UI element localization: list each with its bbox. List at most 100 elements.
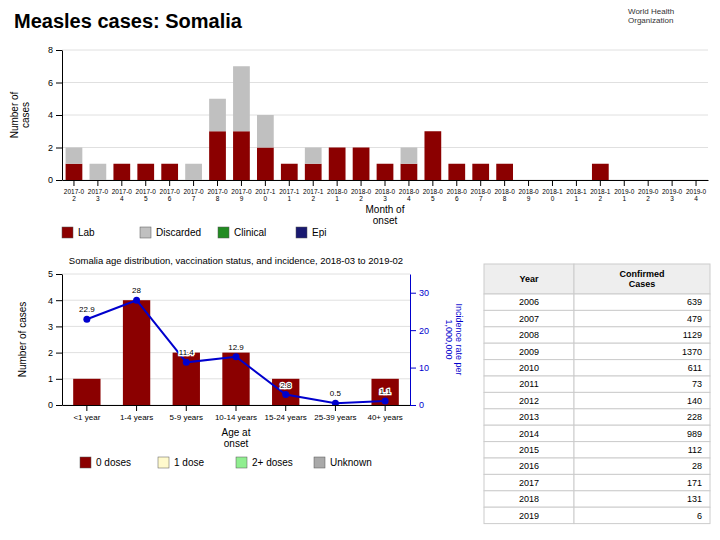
row-label: 2017 [519, 478, 539, 488]
tick-label: <1 year [73, 413, 100, 422]
data-label: 28 [132, 286, 141, 295]
text-line: 2019-0 [614, 188, 635, 195]
tick: 2018-12 [590, 180, 611, 202]
text-line: 2018-0 [495, 188, 516, 195]
text-line: 7 [479, 195, 483, 202]
grid-line [62, 147, 708, 148]
bar [688, 180, 705, 181]
legend-label: Discarded [156, 227, 201, 238]
y2-axis-title: Incidence rate per1,000,000 [444, 303, 464, 375]
text-line: 9 [240, 195, 244, 202]
tick-mark [145, 180, 146, 186]
bar [272, 378, 299, 379]
bar [424, 131, 441, 132]
tick: 2 [48, 143, 62, 153]
table-cell [574, 409, 710, 425]
bar [472, 163, 489, 164]
bar [371, 378, 398, 379]
tick-label: 2017-07 [183, 188, 204, 202]
tick: 2018-06 [447, 180, 468, 202]
grid-line [62, 326, 410, 327]
tick-mark [410, 293, 416, 294]
bar [568, 180, 585, 181]
bar [401, 147, 418, 148]
bar [257, 115, 274, 116]
text-line: 4 [694, 195, 698, 202]
bar [371, 378, 398, 379]
tick-mark [337, 180, 338, 186]
bar [616, 180, 633, 181]
tick: 2019-02 [638, 180, 659, 202]
tick: 2017-07 [183, 180, 204, 202]
tick-label: 2017-12 [303, 188, 324, 202]
cell-value: 6 [697, 511, 702, 521]
bar [616, 180, 633, 181]
text-line: 1 [622, 195, 626, 202]
bar [281, 164, 298, 180]
tick-mark [576, 180, 577, 186]
tick-label: 2017-03 [88, 188, 109, 202]
y-axis: 02468 [48, 45, 63, 185]
bar [424, 131, 441, 132]
tick-mark [193, 180, 194, 186]
bar [568, 180, 585, 181]
marker [183, 359, 190, 366]
line [87, 300, 385, 403]
bar [272, 378, 299, 379]
tick-mark [136, 405, 137, 411]
bar [73, 378, 100, 379]
bar [161, 163, 178, 164]
text-line: 2018-0 [351, 188, 372, 195]
table-cell [574, 294, 710, 310]
text-line: Confirmed [620, 269, 665, 279]
text-line: 6 [168, 195, 172, 202]
tick-label: 5-9 years [170, 413, 203, 422]
bar [233, 66, 250, 67]
bar [448, 163, 465, 164]
legend-label: 1 dose [174, 457, 204, 468]
tick: 2017-12 [303, 180, 324, 202]
tick: 2017-03 [88, 180, 109, 202]
text-line: 2018-0 [399, 188, 420, 195]
bar [209, 98, 226, 99]
tick-label: 2018-11 [566, 188, 587, 202]
grid-line [62, 50, 708, 51]
text-line: 2018-0 [518, 188, 539, 195]
row-label: 2006 [519, 297, 539, 307]
bar [353, 147, 370, 148]
cell-value: 28 [692, 461, 702, 471]
text-line: 2017-0 [183, 188, 204, 195]
tick-label: 2018-04 [399, 188, 420, 202]
text-line: 2017-1 [303, 188, 324, 195]
table-cell [574, 425, 710, 441]
text-line: 2018-1 [590, 188, 611, 195]
text-line: 1 [287, 195, 291, 202]
text-line: cases [20, 102, 31, 128]
tick-label: 10-14 years [215, 413, 257, 422]
chart: <1 year1-4 years5-9 years10-14 years15-2… [17, 255, 465, 468]
annotation: World HealthOrganization [628, 7, 674, 25]
text-line: 8 [503, 195, 507, 202]
cell-value: 639 [687, 297, 702, 307]
legend-item: 2+ doses [236, 457, 293, 468]
tick-mark [624, 180, 625, 186]
table-cell [574, 376, 710, 392]
tick-mark [56, 379, 62, 380]
table-cell [574, 458, 710, 474]
marker [332, 400, 339, 405]
bar [113, 164, 130, 180]
table-cell [484, 409, 574, 425]
bar [472, 164, 489, 180]
bar [113, 163, 130, 164]
bar [233, 66, 250, 131]
bar [281, 163, 298, 164]
bar [353, 148, 370, 181]
bar [222, 352, 249, 353]
bar [401, 147, 418, 148]
tick: 40+ years [367, 405, 402, 422]
data-label: 11.4 [179, 348, 195, 357]
tick: 4 [48, 296, 62, 306]
bar [329, 148, 346, 181]
tick-label: 2018-02 [351, 188, 372, 202]
bar [353, 147, 370, 148]
